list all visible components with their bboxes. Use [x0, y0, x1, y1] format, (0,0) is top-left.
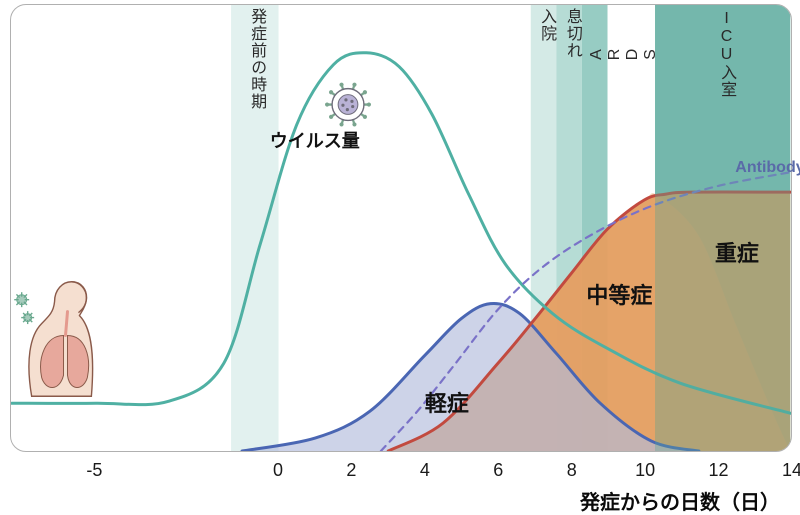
x-tick: -5 [86, 460, 102, 481]
virus-icon [325, 83, 371, 127]
stage-label-presymptom: 発症前の時期 [244, 8, 268, 110]
mild-label: 軽症 [425, 386, 469, 418]
viral-load-label: ウイルス量 [270, 127, 360, 153]
chart-frame [10, 4, 792, 452]
x-tick: 2 [346, 460, 356, 481]
x-tick: 10 [635, 460, 655, 481]
stage-label-dyspnea: 息切れ [560, 8, 584, 59]
x-tick: 14 [782, 460, 800, 481]
x-tick: 6 [493, 460, 503, 481]
stage-label-hospital: 入院 [534, 8, 558, 42]
x-tick: 4 [420, 460, 430, 481]
moderate-label: 中等症 [586, 278, 652, 310]
x-tick: 0 [273, 460, 283, 481]
antibody-label: Antibody [735, 159, 800, 177]
x-axis-title: 発症からの日数（日） [580, 486, 780, 515]
x-tick: 8 [567, 460, 577, 481]
chart-svg [11, 5, 791, 451]
severe-label: 重症 [715, 236, 759, 268]
stage-label-icu: ICU入室 [714, 10, 738, 98]
x-tick: 12 [709, 460, 729, 481]
human-lungs-icon [14, 282, 92, 396]
stage-label-ards: ARDS [588, 46, 660, 64]
